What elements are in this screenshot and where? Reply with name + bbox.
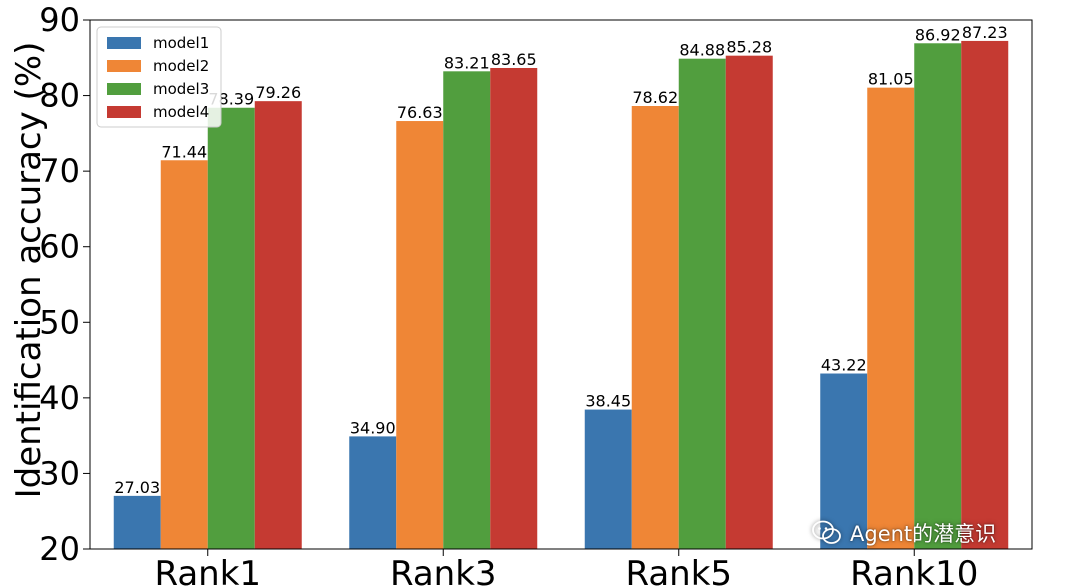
data-label-model2-Rank1: 71.44	[161, 142, 207, 161]
bar-model4-Rank10	[961, 40, 1009, 550]
legend-swatch-model2	[107, 60, 141, 72]
bar-model2-Rank1	[160, 160, 208, 549]
bar-model2-Rank10	[867, 87, 915, 549]
legend-swatch-model3	[107, 83, 141, 95]
bar-model1-Rank3	[349, 436, 397, 549]
data-label-model4-Rank3: 83.65	[491, 50, 537, 69]
legend: model1 model2 model3 model4	[96, 26, 222, 128]
bar-model3-Rank10	[914, 43, 962, 549]
bar-model3-Rank5	[678, 58, 726, 549]
legend-label-model2: model2	[153, 57, 209, 75]
x-tick-label-Rank10: Rank10	[850, 554, 978, 588]
bar-model4-Rank5	[725, 55, 773, 550]
legend-label-model1: model1	[153, 34, 209, 52]
data-label-model2-Rank3: 76.63	[397, 103, 443, 122]
legend-label-model4: model4	[153, 103, 209, 121]
data-label-model4-Rank10: 87.23	[962, 23, 1008, 42]
bar-model4-Rank3	[490, 67, 538, 550]
bar-model1-Rank5	[584, 409, 632, 549]
bar-model1-Rank1	[113, 495, 161, 549]
bar-model2-Rank5	[631, 106, 679, 549]
legend-label-model3: model3	[153, 80, 209, 98]
bar-model2-Rank3	[396, 121, 444, 549]
y-tick-label: 50	[39, 303, 80, 341]
axes-frame	[89, 19, 1033, 550]
bars-layer	[113, 40, 1009, 550]
y-tick-label: 20	[39, 530, 80, 568]
y-axis-title: Identification accuracy (%)	[9, 42, 49, 499]
x-tick-label-Rank3: Rank3	[390, 554, 497, 588]
data-label-model1-Rank5: 38.45	[585, 392, 631, 411]
data-label-model2-Rank10: 81.05	[868, 70, 914, 89]
bar-model1-Rank10	[820, 373, 868, 549]
data-label-model1-Rank3: 34.90	[350, 418, 396, 437]
data-labels-layer: 27.03 34.90 38.45 43.22 71.44 76.63 78.62 81.05…	[114, 23, 1007, 497]
data-label-model1-Rank1: 27.03	[114, 478, 160, 497]
bar-model4-Rank1	[254, 101, 302, 549]
bar-model3-Rank1	[207, 107, 255, 550]
legend-swatch-model4	[107, 106, 141, 118]
data-label-model3-Rank10: 86.92	[915, 25, 961, 44]
y-tick-label: 60	[39, 228, 80, 266]
data-label-model4-Rank1: 79.26	[255, 83, 301, 102]
y-tick-label: 80	[39, 77, 80, 115]
data-label-model2-Rank5: 78.62	[632, 88, 678, 107]
data-label-model1-Rank10: 43.22	[821, 356, 867, 375]
data-label-model3-Rank5: 84.88	[679, 41, 725, 60]
x-tick-label-Rank5: Rank5	[625, 554, 732, 588]
y-tick-label: 30	[39, 454, 80, 492]
legend-box	[96, 26, 222, 128]
y-tick-label: 70	[39, 152, 80, 190]
data-label-model4-Rank5: 85.28	[726, 38, 772, 57]
bar-model3-Rank3	[443, 71, 491, 549]
data-label-model3-Rank3: 83.21	[444, 53, 490, 72]
axes-layer: 20 30 40 50 60 70 80 90 Rank1 Rank3 Rank5 Rank10	[39, 1, 1033, 588]
y-tick-label: 90	[39, 1, 80, 39]
x-tick-label-Rank1: Rank1	[154, 554, 261, 588]
y-tick-label: 40	[39, 379, 80, 417]
legend-swatch-model1	[107, 37, 141, 49]
